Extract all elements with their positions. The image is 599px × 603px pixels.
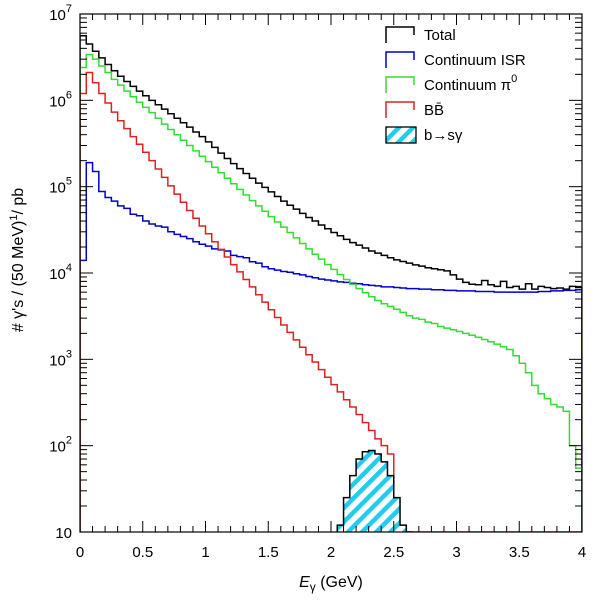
legend-label-b-s-4: b→sγ (424, 127, 463, 144)
y-tick-labels: 10 102 103 104 105 106 107 (49, 3, 72, 542)
y-axis-title: # γ's / (50 MeV)1/ pb (8, 188, 27, 332)
x-tick-label: 2.5 (383, 544, 404, 561)
legend-swatch-b-s-4 (385, 126, 417, 144)
legend-swatch-continuum-isr-1 (385, 51, 415, 68)
series-line-total-0 (80, 34, 582, 532)
series-line-b-s-4 (336, 449, 413, 532)
x-tick-label: 0.5 (132, 544, 153, 561)
legend-label-total-0: Total (424, 27, 456, 44)
y-tick-label: 103 (49, 348, 72, 369)
x-tick-label: 2 (327, 544, 335, 561)
x-tick-label: 1.5 (258, 544, 279, 561)
x-tick-label: 0 (76, 544, 84, 561)
y-tick-label: 106 (49, 89, 72, 110)
y-tick-label: 102 (49, 435, 72, 456)
legend: Total Continuum ISR Continuum π0 BB̄ b→sγ (385, 26, 526, 144)
legend-swatch-bb-3 (385, 101, 415, 118)
y-tick-label: 104 (49, 262, 72, 283)
axis-ticks (79, 14, 583, 533)
x-tick-label: 4 (578, 544, 586, 561)
y-tick-label: 105 (49, 176, 72, 197)
legend-label-continuum-2: Continuum π0 (424, 73, 517, 94)
x-tick-label: 3.5 (509, 544, 530, 561)
series-line-bb-3 (80, 71, 582, 532)
series-line-continuum-isr-1 (80, 161, 582, 532)
x-tick-label: 1 (201, 544, 209, 561)
series-layer (80, 34, 582, 532)
legend-label-bb-3: BB̄ (424, 102, 444, 119)
legend-swatch-total-0 (385, 26, 415, 43)
x-tick-label: 3 (452, 544, 460, 561)
x-tick-labels: 0 0.5 1 1.5 2 2.5 3 3.5 4 (76, 544, 586, 561)
y-tick-label: 107 (49, 3, 72, 24)
series-fill-b-s-4 (337, 450, 413, 532)
series-line-continuum-2 (80, 53, 582, 532)
x-axis-title: Eγ (GeV) (299, 574, 363, 594)
y-tick-label: 10 (55, 525, 72, 542)
legend-label-continuum-isr-1: Continuum ISR (424, 52, 526, 69)
legend-swatch-continuum-2 (385, 76, 415, 93)
